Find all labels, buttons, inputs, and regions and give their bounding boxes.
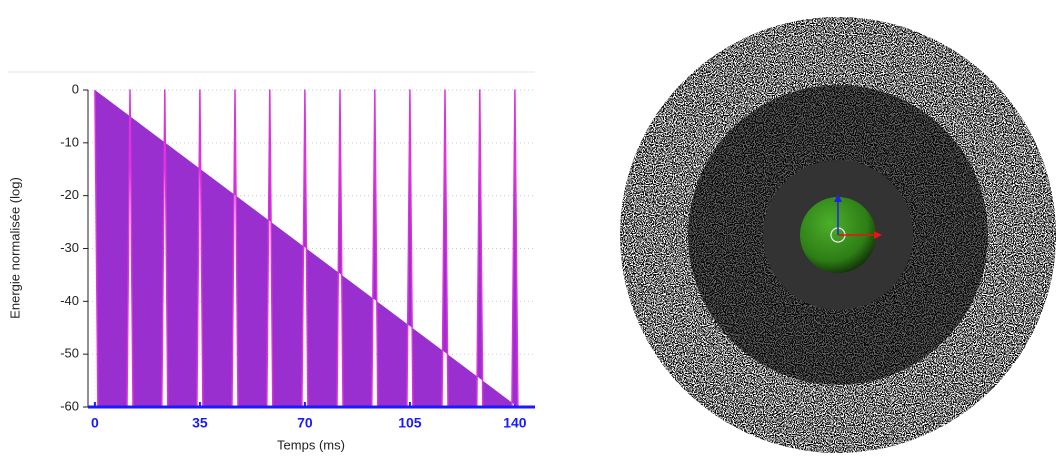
y-tick-label: -10 [60, 134, 79, 149]
y-tick-label: -30 [60, 240, 79, 255]
y-tick-label: 0 [72, 81, 79, 96]
x-tick-label: 105 [398, 415, 422, 431]
y-tick-label: -20 [60, 187, 79, 202]
chart: 0 -10 -20 -30 -40 -50 -60 0 35 70 105 140 [60, 81, 535, 431]
y-tick-label: -40 [60, 293, 79, 308]
x-axis-title: Temps (ms) [277, 437, 345, 452]
y-tick-label: -50 [60, 346, 79, 361]
x-tick-label: 70 [297, 415, 313, 431]
x-gizmo-head [874, 231, 882, 239]
y-tick-label: -60 [60, 398, 79, 413]
x-tick-label: 0 [91, 415, 99, 431]
x-tick-label: 140 [503, 415, 527, 431]
z-gizmo-head [834, 194, 842, 202]
x-tick-label: 35 [192, 415, 208, 431]
series-line [94, 89, 519, 408]
point-cloud-view [620, 17, 1056, 453]
y-axis-title: Energie normalisée (log) [7, 177, 22, 319]
